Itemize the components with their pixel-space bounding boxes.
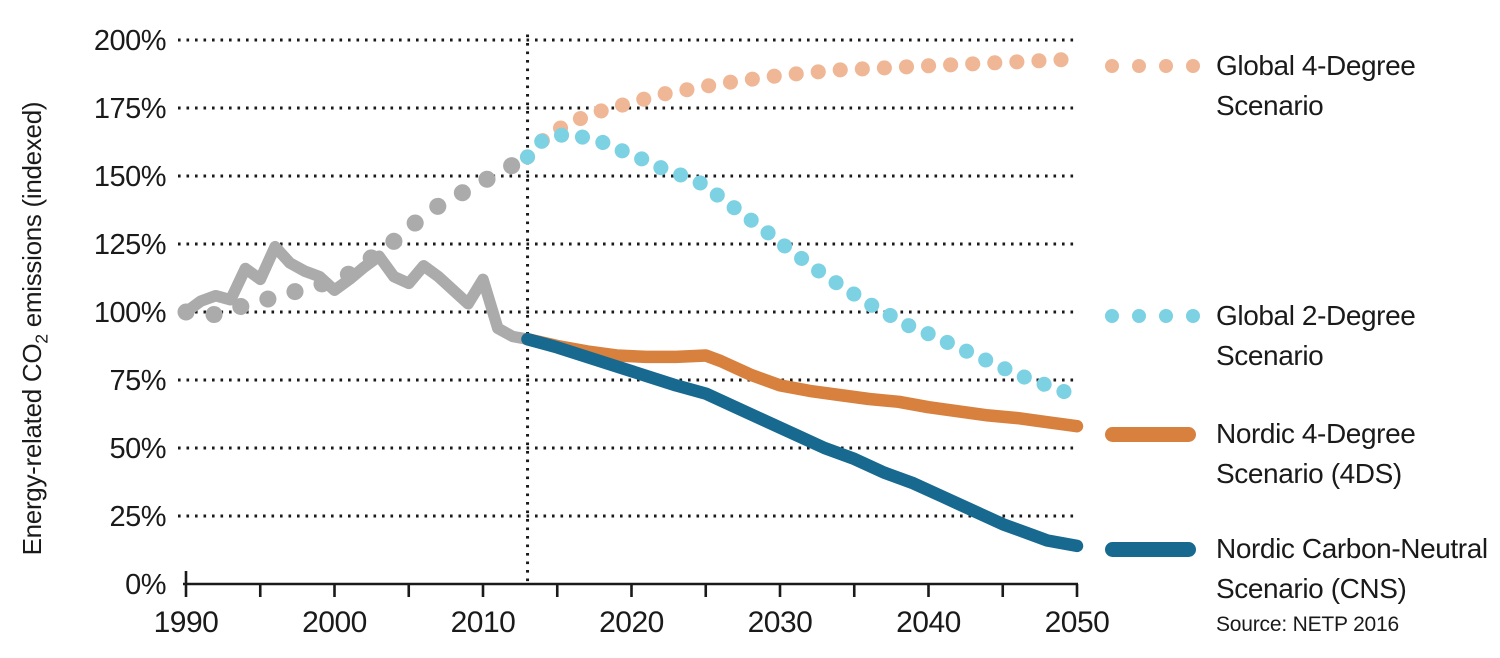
solid-line-swatch-icon bbox=[1105, 414, 1200, 454]
x-tick-label: 2010 bbox=[451, 606, 516, 639]
dotted-line-swatch-icon bbox=[1105, 296, 1200, 336]
y-tick-label: 50% bbox=[109, 433, 166, 465]
legend-label-line2: Scenario bbox=[1216, 90, 1324, 121]
legend-bar-icon bbox=[1105, 541, 1196, 557]
legend-dot-icon bbox=[1105, 59, 1119, 73]
series-global-4-degree-scenario bbox=[520, 51, 1085, 165]
y-tick-label: 125% bbox=[94, 229, 166, 261]
legend-item-global-4-degree: Global 4-Degree Scenario bbox=[1105, 46, 1416, 126]
x-tick-label: 2030 bbox=[748, 606, 813, 639]
series-nordic-4-degree-scenario-4ds bbox=[521, 332, 1084, 433]
legend-label: Nordic Carbon-Neutral Scenario (CNS) bbox=[1216, 529, 1488, 609]
legend-label-line2: Scenario (4DS) bbox=[1216, 458, 1402, 489]
legend-label-line2: Scenario (CNS) bbox=[1216, 573, 1407, 604]
legend-dot-icon bbox=[1186, 309, 1200, 323]
x-tick-label: 2000 bbox=[302, 606, 367, 639]
x-tick-label: 2020 bbox=[599, 606, 664, 639]
legend-dot-icon bbox=[1159, 309, 1173, 323]
legend-label-line1: Global 2-Degree bbox=[1216, 300, 1416, 331]
y-tick-label: 25% bbox=[109, 501, 166, 533]
y-tick-label: 150% bbox=[94, 161, 166, 193]
series-historical-nordic bbox=[180, 240, 534, 345]
x-tick-label: 2040 bbox=[896, 606, 961, 639]
y-tick-label: 175% bbox=[94, 93, 166, 125]
legend-item-nordic-cns: Nordic Carbon-Neutral Scenario (CNS) bbox=[1105, 529, 1488, 609]
legend-label: Nordic 4-Degree Scenario (4DS) bbox=[1216, 414, 1416, 494]
legend-dot-icon bbox=[1159, 59, 1173, 73]
legend-dot-icon bbox=[1105, 309, 1119, 323]
x-tick-label: 2050 bbox=[1045, 606, 1110, 639]
series-global-2-degree-scenario bbox=[520, 127, 1085, 404]
legend: Global 4-Degree Scenario Global 2-Degree… bbox=[1105, 0, 1495, 658]
y-tick-label: 75% bbox=[109, 365, 166, 397]
dotted-line-swatch-icon bbox=[1105, 46, 1200, 86]
legend-label-line1: Nordic 4-Degree bbox=[1216, 418, 1416, 449]
y-tick-label: 0% bbox=[125, 569, 166, 601]
legend-item-global-2-degree: Global 2-Degree Scenario bbox=[1105, 296, 1416, 376]
legend-label: Global 2-Degree Scenario bbox=[1216, 296, 1416, 376]
series-nordic-carbon-neutral-scenario-cns bbox=[521, 332, 1084, 553]
y-tick-label: 100% bbox=[94, 297, 166, 329]
legend-dot-icon bbox=[1186, 59, 1200, 73]
legend-label-line1: Nordic Carbon-Neutral bbox=[1216, 533, 1488, 564]
y-tick-label: 200% bbox=[94, 25, 166, 57]
legend-label-line1: Global 4-Degree bbox=[1216, 50, 1416, 81]
series-nordic-historical-emissions bbox=[177, 148, 536, 324]
legend-label-line2: Scenario bbox=[1216, 340, 1324, 371]
legend-item-nordic-4ds: Nordic 4-Degree Scenario (4DS) bbox=[1105, 414, 1416, 494]
legend-dot-icon bbox=[1132, 59, 1146, 73]
solid-line-swatch-icon bbox=[1105, 529, 1200, 569]
legend-label: Global 4-Degree Scenario bbox=[1216, 46, 1416, 126]
x-tick-label: 1990 bbox=[154, 606, 219, 639]
legend-bar-icon bbox=[1105, 426, 1196, 442]
source-note: Source: NETP 2016 bbox=[1216, 613, 1399, 636]
legend-dot-icon bbox=[1132, 309, 1146, 323]
